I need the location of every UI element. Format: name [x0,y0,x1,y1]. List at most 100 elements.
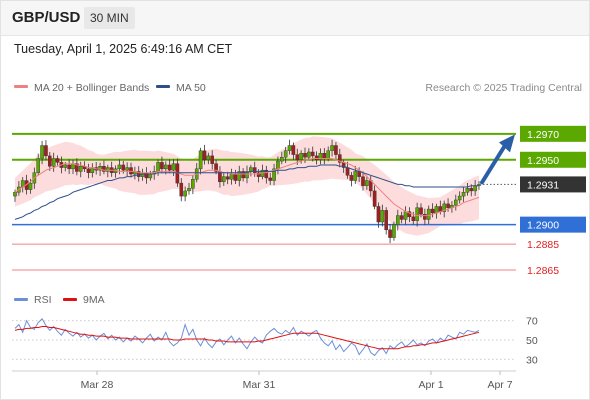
resistance-label-box [520,125,586,142]
candle-body [446,203,450,208]
candle-body [13,192,17,197]
candle-body [225,176,230,180]
support-label-box [520,216,586,233]
rsi-lines [14,317,480,357]
candle-body [353,171,358,181]
candle-body [399,215,404,220]
candle-body [361,176,365,186]
timeframe-button[interactable]: 30 MIN [84,7,135,29]
forecast-arrow-head [499,134,515,153]
candle-body [252,167,257,173]
candle-body [454,199,458,206]
candle-body [287,145,292,151]
candle-body [44,145,48,157]
candle-body [396,215,400,225]
resistance-label-box [520,151,586,168]
candle-body [469,188,474,192]
candle-body [457,195,462,201]
candle-body [403,211,408,220]
target-label: 1.2865 [527,265,559,277]
candle-body [268,177,273,181]
candle-body [75,163,79,172]
rsi-legend-swatch [14,298,28,301]
candle-body [280,156,284,162]
candle-body [28,182,33,190]
candle-body [48,155,52,167]
candle-body [380,210,385,223]
candle-body [345,167,350,176]
candle-body [434,206,439,214]
candle-body [160,162,164,170]
candle-body [179,182,184,197]
ma50-legend-label: MA 50 [176,82,206,94]
ma20-legend-label: MA 20 + Bollinger Bands [34,82,149,94]
candle-body [51,158,56,167]
forecast-arrow-shaft [480,143,507,185]
candle-body [98,166,102,171]
rsi-legend: RSI 9MA [14,294,105,306]
candle-body [372,190,377,207]
candle-body [334,145,338,155]
rsi-ma9-line [14,326,480,350]
symbol-title: GBP/USD [12,9,81,26]
candle-body [121,164,126,171]
rsi-tick-label: 30 [526,354,538,366]
candle-body [233,173,238,181]
header-bar: GBP/USD 30 MIN [1,1,589,36]
candle-body [299,153,303,160]
candle-body [256,172,261,177]
candle-body [461,192,466,197]
time-tick-label: Mar 28 [81,379,114,391]
candle-body [163,164,168,170]
candle-body [465,188,470,193]
price-legend: MA 20 + Bollinger Bands MA 50 Research ©… [14,82,582,94]
candle-body [148,173,153,179]
candle-body [426,208,431,220]
last-price-box [520,176,586,193]
candle-body [330,145,334,151]
candle-body [221,176,226,183]
rsi-line [14,317,480,357]
candle-body [407,211,412,218]
candle-body [105,167,110,172]
candle-body [272,168,276,181]
candle-body [365,180,369,186]
ma20-line [14,158,480,217]
time-tick-label: Apr 1 [418,379,443,391]
rsi-legend-label: RSI [34,294,52,306]
moving-averages [14,158,480,220]
candle-body [36,158,40,173]
ma50-legend-swatch [156,85,170,88]
candle-body [67,164,71,170]
candle-body [191,179,195,189]
bollinger-band [15,136,479,236]
rsi-tick-label: 70 [526,316,538,328]
support-label: 1.2900 [527,220,559,232]
candle-body [136,171,141,177]
candle-body [249,167,253,172]
candle-body [206,155,211,160]
candle-body [264,169,269,179]
time-axis: Mar 28 Mar 31 Apr 1 Apr 7 [12,370,516,391]
candle-body [326,150,331,159]
candle-body [214,163,218,172]
candle-body [167,164,172,171]
candle-body [187,188,191,192]
candle-body [303,153,307,158]
candle-body [419,207,423,215]
candle-body [40,145,44,159]
candle-body [388,229,392,238]
candle-body [198,150,203,170]
candle-body [307,151,311,158]
candle-body [202,150,207,160]
candle-body [55,158,60,163]
last-price-label: 1.2931 [527,179,559,191]
rsi-axis: 70 50 30 [526,316,538,367]
candle-body [415,207,419,221]
resistance-label: 1.2970 [527,129,559,141]
candle-body [125,167,129,171]
ma9-legend-label: 9MA [83,294,105,306]
candle-body [241,171,245,179]
